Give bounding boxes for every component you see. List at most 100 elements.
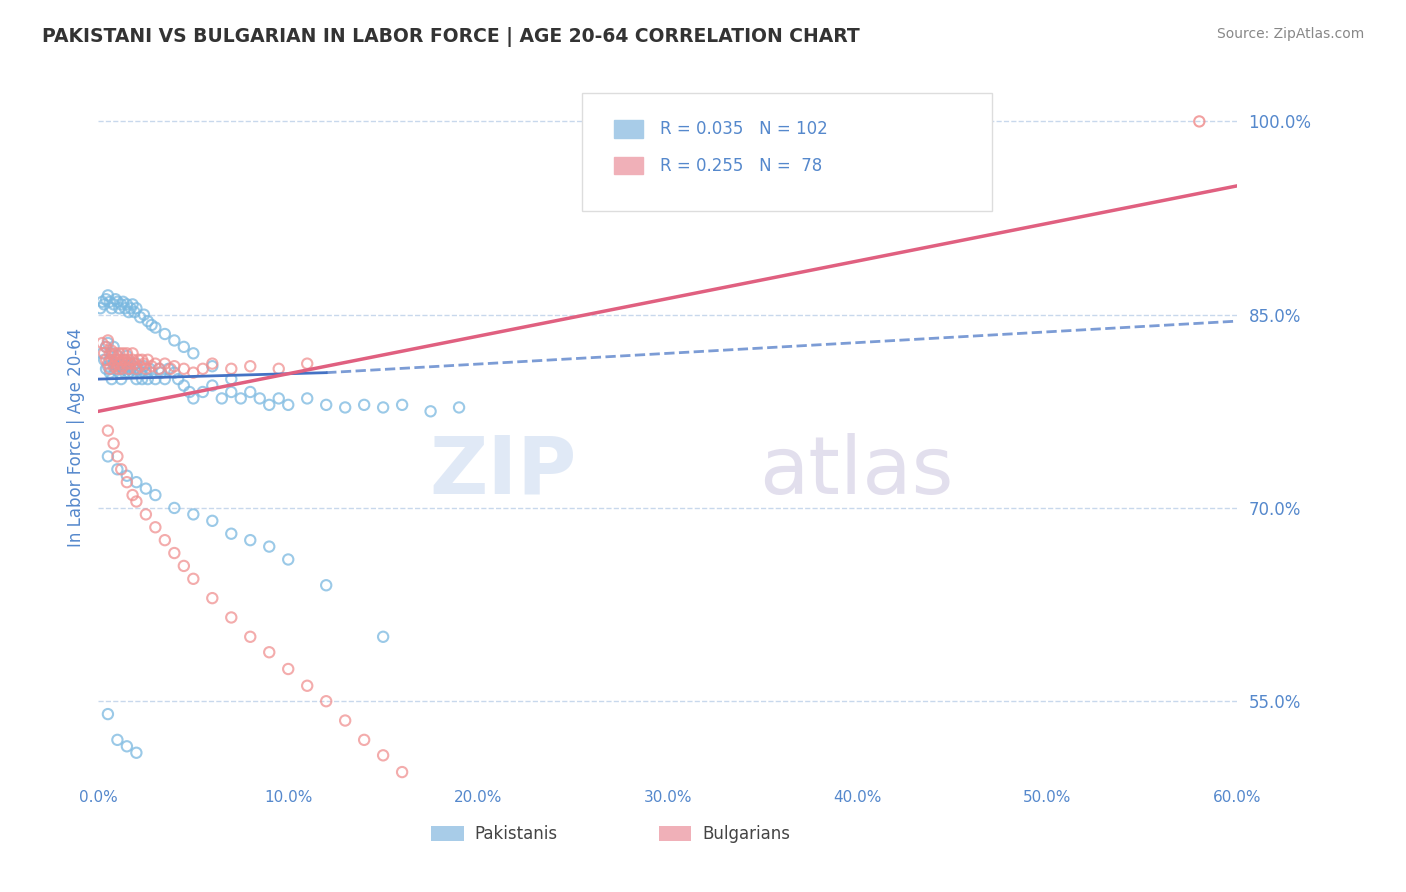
Point [221,526,243,541]
Point [148,361,170,376]
Point [103,357,125,371]
Point [173,340,195,354]
Point [201,591,224,606]
Point [110,361,132,376]
Point [173,558,195,573]
Point [277,552,299,566]
Point [107,732,129,747]
Point [131,352,153,367]
Point [267,361,290,376]
Point [110,359,132,374]
Point [98,352,121,367]
Point [121,352,143,367]
Point [173,361,195,376]
Point [103,297,125,311]
Point [110,372,132,386]
Point [267,392,290,406]
Point [103,436,125,450]
Point [120,357,142,371]
Point [98,346,121,360]
Point [141,359,163,374]
Point [135,482,157,496]
Point [183,508,205,522]
Text: Pakistanis: Pakistanis [474,825,557,843]
Point [135,508,157,522]
Point [129,310,152,325]
Point [125,475,148,490]
Point [742,114,765,128]
Point [132,357,155,371]
Point [115,468,138,483]
Point [103,349,125,363]
Point [91,336,114,351]
Point [97,424,120,438]
Point [115,361,138,376]
Point [107,462,129,476]
Point [129,359,152,374]
Point [107,349,129,363]
Point [391,398,413,412]
Point [118,361,141,376]
Point [201,357,224,371]
Point [132,359,155,374]
Point [108,357,131,371]
Point [93,346,115,360]
Point [104,357,127,371]
Point [315,694,337,708]
Point [104,346,127,360]
Point [115,346,138,360]
Point [112,361,135,376]
Point [239,359,262,374]
Point [191,361,214,376]
Point [239,384,262,399]
Point [121,297,143,311]
Point [141,366,163,380]
Point [100,352,122,367]
Point [183,392,205,406]
Point [259,398,281,412]
Point [94,352,117,367]
Point [127,361,149,376]
Point [120,357,142,371]
Point [371,401,394,415]
Point [141,318,163,332]
Point [110,352,132,367]
Point [100,346,122,360]
Text: R = 0.035   N = 102: R = 0.035 N = 102 [659,120,828,138]
Point [221,361,243,376]
Point [163,366,186,380]
Point [97,450,120,464]
Bar [614,120,643,137]
Point [114,352,136,367]
Point [157,361,180,376]
Point [120,361,142,376]
Point [91,346,114,360]
Bar [614,157,643,175]
Point [259,645,281,659]
Point [153,533,176,548]
Point [104,361,127,376]
Point [115,297,138,311]
Point [108,346,131,360]
Point [353,732,375,747]
Point [115,349,138,363]
Point [167,372,190,386]
Point [118,305,141,319]
Point [104,352,127,367]
Point [201,514,224,528]
Point [91,294,114,309]
Point [97,357,120,371]
Point [315,398,337,412]
Point [201,378,224,392]
Point [153,326,176,341]
Point [100,343,122,358]
Point [136,372,159,386]
Point [98,294,121,309]
Point [239,630,262,644]
Point [239,533,262,548]
Point [371,748,394,763]
Point [191,384,214,399]
Point [297,357,319,371]
Point [297,392,319,406]
Point [120,301,142,316]
